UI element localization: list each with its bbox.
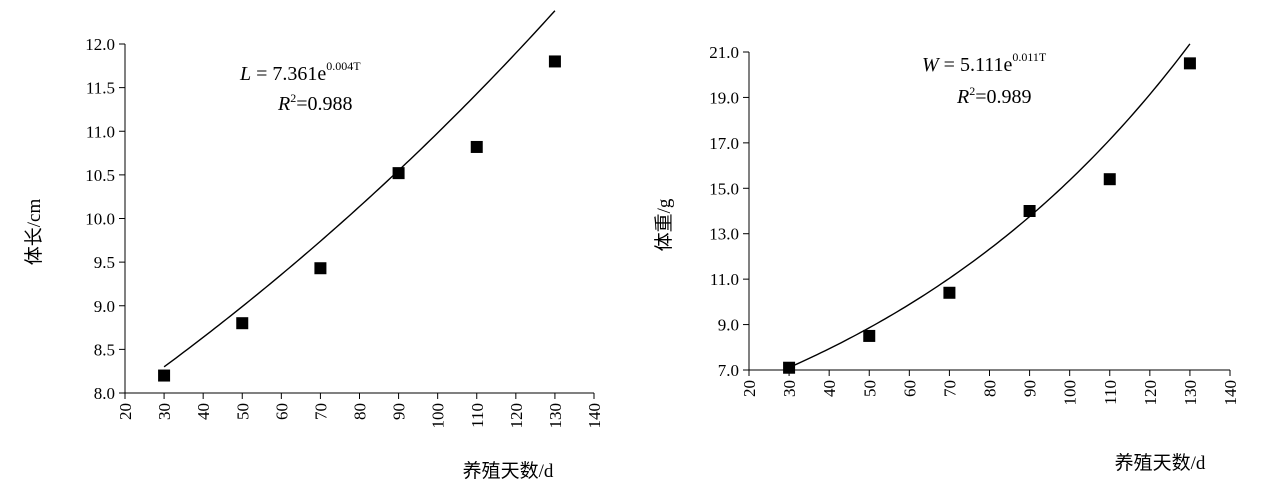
weight-chart-y-axis-title: 体重/g bbox=[653, 198, 675, 251]
weight-chart-y-tick-label: 11.0 bbox=[710, 270, 739, 289]
length-chart-points bbox=[158, 55, 561, 382]
length-chart-axes bbox=[119, 43, 595, 399]
length-chart-y-tick-label: 8.5 bbox=[94, 340, 115, 359]
length-chart-x-tick-label: 110 bbox=[468, 403, 487, 428]
weight-chart-y-tick-label: 17.0 bbox=[709, 134, 739, 153]
length-chart-x-tick-label: 80 bbox=[351, 403, 370, 420]
length-chart-data-point bbox=[548, 55, 561, 68]
weight-chart: 7.0 9.0 11.0 13.0 15.0 17.0 19.0 21.0 20 30 40 50 6… bbox=[653, 43, 1240, 474]
weight-chart-x-tick-label: 140 bbox=[1221, 380, 1240, 406]
weight-chart-data-point bbox=[1103, 173, 1116, 186]
length-chart-x-axis-title: 养殖天数/d bbox=[463, 460, 554, 482]
length-chart-y-tick-label: 11.5 bbox=[86, 79, 115, 98]
length-chart-x-tick-label: 30 bbox=[155, 403, 174, 420]
weight-chart-y-tick-label: 15.0 bbox=[709, 179, 739, 198]
weight-chart-data-point bbox=[1023, 205, 1036, 217]
weight-chart-x-tick-label: 120 bbox=[1141, 380, 1160, 406]
length-chart-x-tick-label: 20 bbox=[116, 403, 135, 420]
weight-chart-x-tick-label: 70 bbox=[940, 380, 959, 397]
length-chart-y-tick-label: 9.0 bbox=[94, 297, 115, 316]
equation-exponent: 0.011T bbox=[1012, 50, 1047, 64]
equation-body: = 7.361e bbox=[251, 63, 326, 85]
length-chart-trendline-group bbox=[163, 10, 556, 368]
length-chart-x-tick-label: 140 bbox=[585, 403, 604, 429]
length-chart-data-point bbox=[470, 140, 483, 153]
weight-chart-x-tick-label: 60 bbox=[900, 380, 919, 397]
weight-chart-x-tick-label: 20 bbox=[740, 380, 759, 397]
weight-chart-y-tick-labels: 7.0 9.0 11.0 13.0 15.0 17.0 19.0 21.0 bbox=[709, 43, 739, 380]
weight-chart-x-tick-label: 130 bbox=[1181, 380, 1200, 406]
weight-chart-equation: W = 5.111e0.011T bbox=[922, 50, 1047, 76]
weight-chart-x-tick-label: 30 bbox=[780, 380, 799, 397]
r2-superscript: 2 bbox=[969, 84, 975, 98]
length-chart-x-tick-label: 120 bbox=[507, 403, 526, 429]
length-chart-y-tick-label: 12.0 bbox=[85, 35, 115, 54]
length-chart-x-tick-label: 50 bbox=[233, 403, 252, 420]
weight-chart-data-point bbox=[783, 361, 796, 374]
length-chart-y-tick-labels: 8.0 8.5 9.0 9.5 10.0 10.5 11.0 11.5 12.0 bbox=[85, 35, 115, 403]
length-chart-y-tick-label: 11.0 bbox=[86, 122, 115, 141]
length-chart-data-point bbox=[158, 369, 171, 382]
weight-chart-x-tick-label: 90 bbox=[1021, 380, 1040, 397]
weight-chart-x-tick-label: 50 bbox=[860, 380, 879, 397]
weight-chart-r-squared: R2=0.989 bbox=[956, 84, 1032, 108]
equation-variable: L bbox=[239, 63, 251, 85]
r2-value: =0.989 bbox=[975, 86, 1031, 108]
equation-exponent: 0.004T bbox=[326, 59, 361, 73]
r2-symbol: R bbox=[956, 86, 969, 108]
length-chart-trendline bbox=[163, 10, 556, 368]
length-chart-data-point bbox=[314, 262, 327, 275]
length-chart-y-tick-label: 10.5 bbox=[85, 166, 115, 185]
r2-symbol: R bbox=[277, 93, 290, 115]
weight-chart-y-tick-label: 19.0 bbox=[709, 88, 739, 107]
weight-chart-x-tick-labels: 20 30 40 50 60 70 80 90 100 110 120 130 140 bbox=[740, 380, 1240, 406]
weight-chart-data-point bbox=[863, 329, 876, 342]
weight-chart-x-tick-label: 40 bbox=[820, 380, 839, 397]
length-chart-x-tick-label: 70 bbox=[311, 403, 330, 420]
weight-chart-data-point bbox=[1183, 57, 1196, 70]
weight-chart-trendline bbox=[788, 43, 1191, 369]
length-chart: 8.0 8.5 9.0 9.5 10.0 10.5 11.0 11.5 12.0 20 30 40 5… bbox=[23, 10, 604, 482]
weight-chart-y-tick-label: 13.0 bbox=[709, 225, 739, 244]
length-chart-x-tick-label: 130 bbox=[546, 403, 565, 429]
weight-chart-trendline-group bbox=[788, 43, 1191, 369]
length-chart-equation: L = 7.361e0.004T bbox=[239, 59, 361, 85]
length-chart-y-axis-title: 体长/cm bbox=[23, 199, 45, 266]
r2-value: =0.988 bbox=[296, 93, 352, 115]
weight-chart-y-tick-label: 7.0 bbox=[718, 361, 739, 380]
weight-chart-y-tick-label: 21.0 bbox=[709, 43, 739, 62]
length-chart-x-tick-label: 40 bbox=[194, 403, 213, 420]
weight-chart-x-axis-title: 养殖天数/d bbox=[1115, 452, 1206, 474]
length-chart-x-tick-label: 90 bbox=[390, 403, 409, 420]
equation-variable: W bbox=[922, 54, 941, 76]
weight-chart-points bbox=[783, 57, 1196, 374]
length-chart-data-point bbox=[236, 317, 249, 330]
length-chart-y-tick-label: 10.0 bbox=[85, 210, 115, 229]
weight-chart-data-point bbox=[943, 286, 956, 299]
length-chart-x-tick-labels: 20 30 40 50 60 70 80 90 100 110 120 130 140 bbox=[116, 403, 604, 429]
length-chart-x-tick-label: 100 bbox=[429, 403, 448, 429]
length-chart-data-point bbox=[392, 167, 405, 180]
weight-chart-x-tick-label: 100 bbox=[1061, 380, 1080, 406]
equation-body: = 5.111e bbox=[939, 54, 1013, 76]
r2-superscript: 2 bbox=[290, 91, 296, 105]
length-chart-r-squared: R2=0.988 bbox=[277, 91, 353, 115]
weight-chart-axes bbox=[743, 51, 1231, 376]
weight-chart-x-tick-label: 80 bbox=[981, 380, 1000, 397]
length-chart-y-tick-label: 9.5 bbox=[94, 253, 115, 272]
weight-chart-y-tick-label: 9.0 bbox=[718, 316, 739, 335]
length-chart-x-tick-label: 60 bbox=[272, 403, 291, 420]
weight-chart-x-tick-label: 110 bbox=[1101, 380, 1120, 405]
length-chart-y-tick-label: 8.0 bbox=[94, 384, 115, 403]
